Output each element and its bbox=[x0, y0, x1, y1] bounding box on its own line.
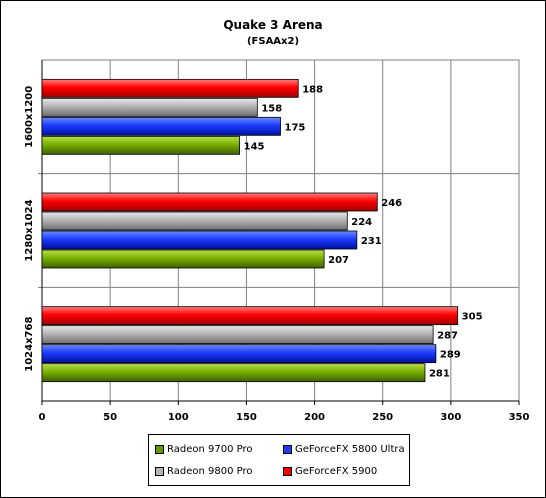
data-label: 158 bbox=[261, 103, 282, 114]
legend-swatch bbox=[155, 467, 164, 476]
legend: Radeon 9700 Pro GeForceFX 5800 Ultra Rad… bbox=[148, 434, 410, 486]
bar bbox=[41, 192, 378, 212]
x-tick-label: 150 bbox=[236, 412, 257, 423]
x-tick-label: 300 bbox=[440, 412, 461, 423]
x-tick-label: 100 bbox=[168, 412, 189, 423]
data-label: 287 bbox=[437, 331, 458, 342]
data-label: 207 bbox=[328, 255, 349, 266]
category-label: 1024x768 bbox=[24, 317, 35, 372]
bar bbox=[41, 211, 348, 231]
chart-title: Quake 3 Arena bbox=[223, 18, 323, 32]
x-tick-label: 0 bbox=[39, 412, 46, 423]
legend-swatch bbox=[155, 445, 164, 454]
bar bbox=[41, 135, 241, 155]
bar bbox=[41, 363, 426, 383]
x-tick-label: 200 bbox=[304, 412, 325, 423]
data-label: 188 bbox=[302, 84, 323, 95]
bar bbox=[41, 249, 325, 269]
legend-item: Radeon 9800 Pro bbox=[155, 466, 252, 477]
data-label: 246 bbox=[381, 198, 402, 209]
data-label: 231 bbox=[361, 236, 382, 247]
category-label: 1600x1200 bbox=[24, 86, 35, 148]
legend-label: Radeon 9800 Pro bbox=[167, 466, 253, 477]
bar bbox=[41, 325, 434, 345]
legend-item: GeForceFX 5900 bbox=[283, 466, 377, 477]
data-label: 281 bbox=[429, 369, 450, 380]
data-label: 289 bbox=[440, 350, 461, 361]
bar bbox=[41, 116, 281, 136]
legend-label: Radeon 9700 Pro bbox=[167, 444, 253, 455]
data-label: 145 bbox=[244, 141, 265, 152]
bar bbox=[41, 230, 358, 250]
data-label: 305 bbox=[462, 312, 483, 323]
legend-swatch bbox=[283, 445, 292, 454]
data-label: 224 bbox=[351, 217, 372, 228]
x-tick-label: 350 bbox=[509, 412, 530, 423]
legend-item: GeForceFX 5800 Ultra bbox=[283, 444, 405, 455]
data-label: 175 bbox=[285, 122, 306, 133]
legend-label: GeForceFX 5900 bbox=[295, 466, 378, 477]
bar bbox=[41, 344, 437, 364]
legend-swatch bbox=[283, 467, 292, 476]
bar bbox=[41, 78, 299, 98]
chart-subtitle: (FSAAx2) bbox=[246, 36, 300, 47]
bar bbox=[41, 97, 258, 117]
legend-item: Radeon 9700 Pro bbox=[155, 444, 252, 455]
x-tick-label: 250 bbox=[372, 412, 393, 423]
bar bbox=[41, 306, 459, 326]
x-tick-label: 50 bbox=[103, 412, 117, 423]
legend-label: GeForceFX 5800 Ultra bbox=[295, 444, 405, 455]
category-label: 1280x1024 bbox=[24, 199, 35, 261]
